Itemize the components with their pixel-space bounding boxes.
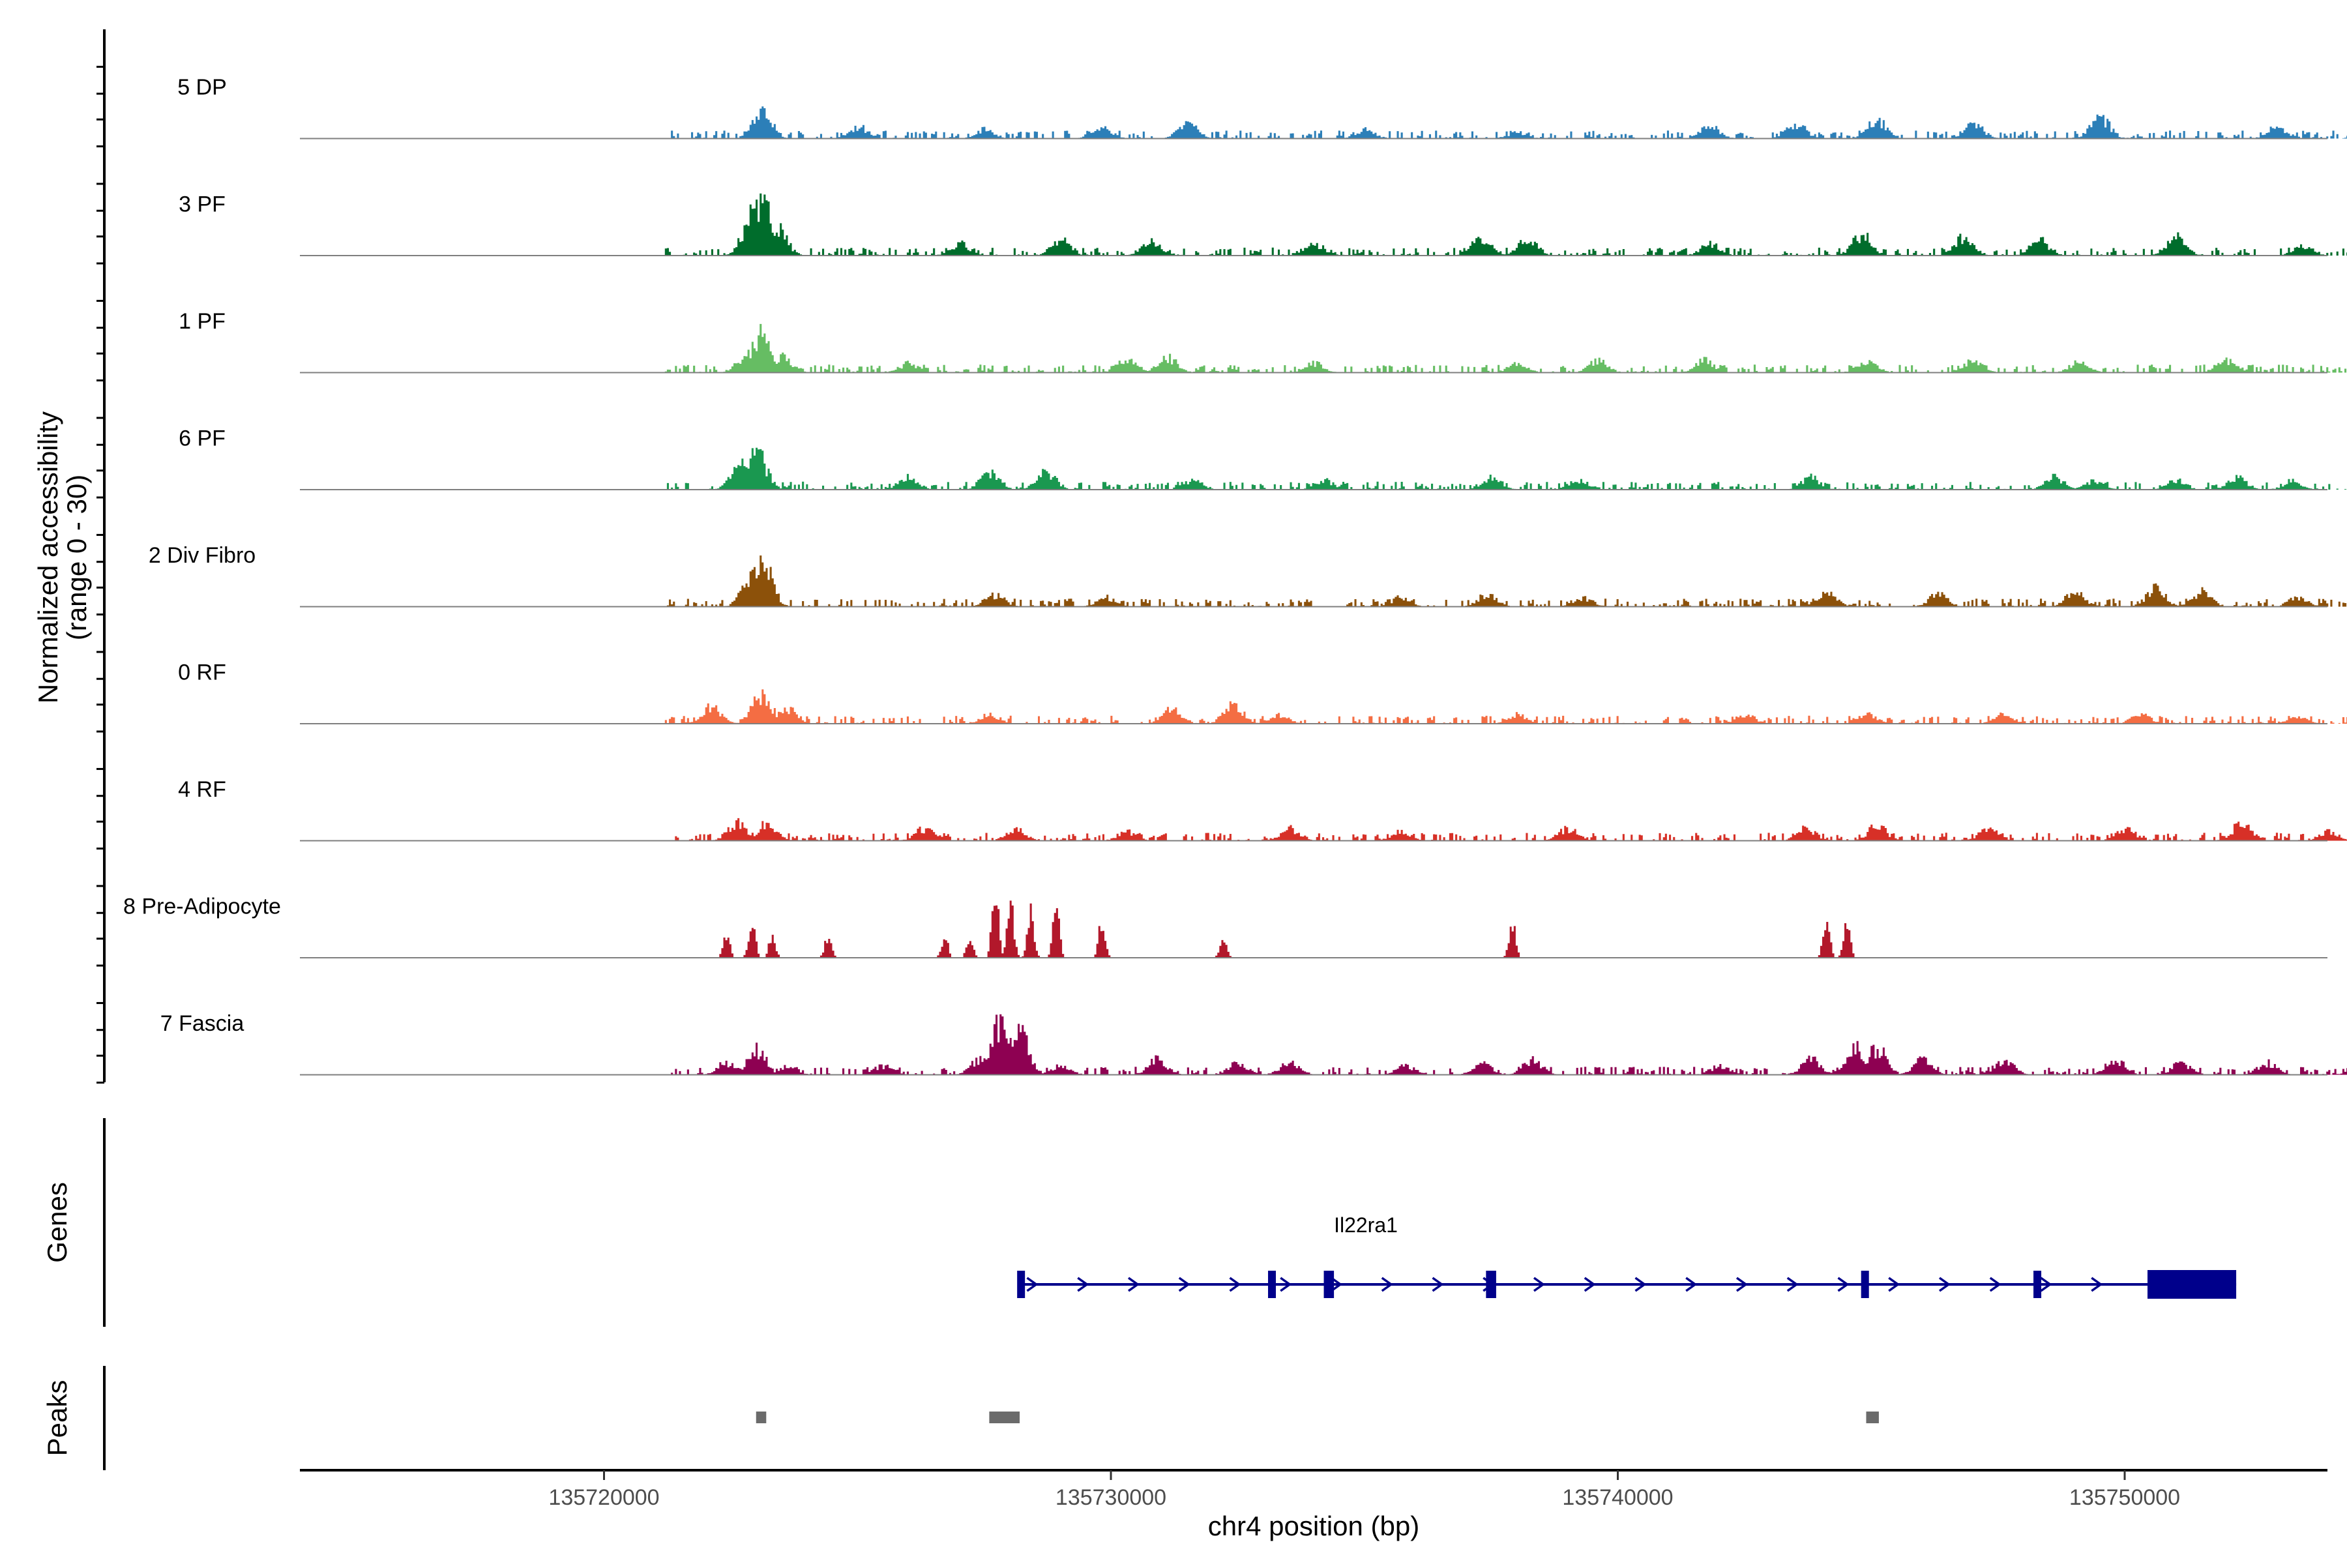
strand-arrow bbox=[1280, 1277, 1292, 1292]
strand-arrow bbox=[1735, 1277, 1749, 1292]
strand-arrow bbox=[1432, 1277, 1444, 1292]
track-5: 0 RF bbox=[178, 660, 2347, 724]
track-label: 8 Pre-Adipocyte bbox=[123, 895, 281, 919]
coverage-area bbox=[664, 818, 2347, 841]
strand-arrow bbox=[1685, 1277, 1698, 1292]
strand-arrow bbox=[1077, 1277, 1089, 1292]
accessibility-y-ticks bbox=[96, 65, 104, 1084]
coverage-area bbox=[664, 1014, 2347, 1075]
gene-annotation-track: Il22ra1 bbox=[1017, 1213, 2237, 1299]
coverage-area bbox=[664, 555, 2347, 607]
track-3: 6 PF bbox=[179, 426, 2347, 490]
track-2: 1 PF bbox=[179, 309, 2347, 374]
track-label: 4 RF bbox=[178, 777, 226, 802]
gene-exon bbox=[2147, 1270, 2237, 1299]
strand-arrow bbox=[1178, 1277, 1190, 1292]
peak-region bbox=[756, 1412, 767, 1423]
strand-arrow bbox=[1989, 1277, 2001, 1292]
strand-arrow bbox=[1127, 1277, 1140, 1292]
track-label: 3 PF bbox=[179, 192, 226, 217]
gene-exon bbox=[1486, 1271, 1496, 1298]
x-axis-ticks: 135720000 135730000 135740000 135750000 bbox=[548, 1470, 2180, 1510]
x-axis-title: chr4 position (bp) bbox=[1208, 1511, 1420, 1541]
strand-arrow bbox=[2040, 1277, 2052, 1292]
strand-arrow bbox=[1584, 1277, 1596, 1292]
track-6: 4 RF bbox=[178, 777, 2347, 842]
strand-arrow bbox=[1938, 1277, 1951, 1292]
gene-name-label: Il22ra1 bbox=[1334, 1213, 1398, 1237]
track-1: 3 PF bbox=[179, 192, 2347, 256]
peak-region bbox=[989, 1412, 1020, 1423]
coverage-area bbox=[664, 106, 2347, 139]
gene-exon bbox=[1268, 1271, 1277, 1298]
gene-exon bbox=[2033, 1271, 2042, 1298]
x-tick-label: 135730000 bbox=[1055, 1485, 1166, 1510]
strand-arrow bbox=[1229, 1277, 1241, 1292]
coverage-area bbox=[664, 689, 2347, 724]
track-label: 5 DP bbox=[177, 75, 227, 100]
peaks-track-title: Peaks bbox=[42, 1380, 72, 1457]
track-label: 0 RF bbox=[178, 660, 226, 685]
strand-arrow bbox=[1786, 1277, 1799, 1292]
track-label: 7 Fascia bbox=[160, 1011, 244, 1036]
accessibility-axis-range: (range 0 - 30) bbox=[61, 475, 92, 640]
strand-arrow bbox=[1026, 1277, 1039, 1292]
gene-exon bbox=[1323, 1271, 1335, 1298]
strand-arrow bbox=[1381, 1277, 1393, 1292]
coverage-area bbox=[664, 447, 2347, 490]
strand-arrow bbox=[1330, 1277, 1343, 1292]
track-4: 2 Div Fibro bbox=[149, 543, 2347, 608]
gene-exon bbox=[1861, 1271, 1869, 1298]
strand-arrow bbox=[1837, 1277, 1850, 1292]
peak-regions-track bbox=[756, 1412, 1879, 1423]
gene-exon bbox=[1017, 1271, 1026, 1298]
coverage-area bbox=[664, 900, 2347, 958]
track-label: 1 PF bbox=[179, 309, 226, 334]
track-8: 7 Fascia bbox=[160, 1011, 2347, 1076]
coverage-area bbox=[664, 323, 2347, 373]
track-label: 6 PF bbox=[179, 426, 226, 451]
strand-arrow bbox=[2091, 1277, 2103, 1292]
strand-arrow bbox=[1888, 1277, 1900, 1292]
strand-arrow bbox=[1533, 1277, 1546, 1292]
accessibility-axis-title: Normalized accessibility bbox=[33, 411, 63, 703]
strand-arrow bbox=[1634, 1277, 1647, 1292]
track-7: 8 Pre-Adipocyte bbox=[123, 895, 2347, 958]
peak-region bbox=[1866, 1412, 1879, 1423]
genes-track-title: Genes bbox=[42, 1182, 72, 1263]
coverage-tracks: 5 DP 3 PF 1 PF 6 PF 2 Div Fibro 0 RF 4 RF 8 Pre… bbox=[123, 75, 2347, 1076]
track-0: 5 DP bbox=[177, 75, 2347, 140]
coverage-area bbox=[664, 193, 2347, 256]
x-tick-label: 135740000 bbox=[1562, 1485, 1673, 1510]
track-label: 2 Div Fibro bbox=[149, 543, 256, 568]
x-tick-label: 135720000 bbox=[548, 1485, 659, 1510]
x-tick-label: 135750000 bbox=[2069, 1485, 2180, 1510]
